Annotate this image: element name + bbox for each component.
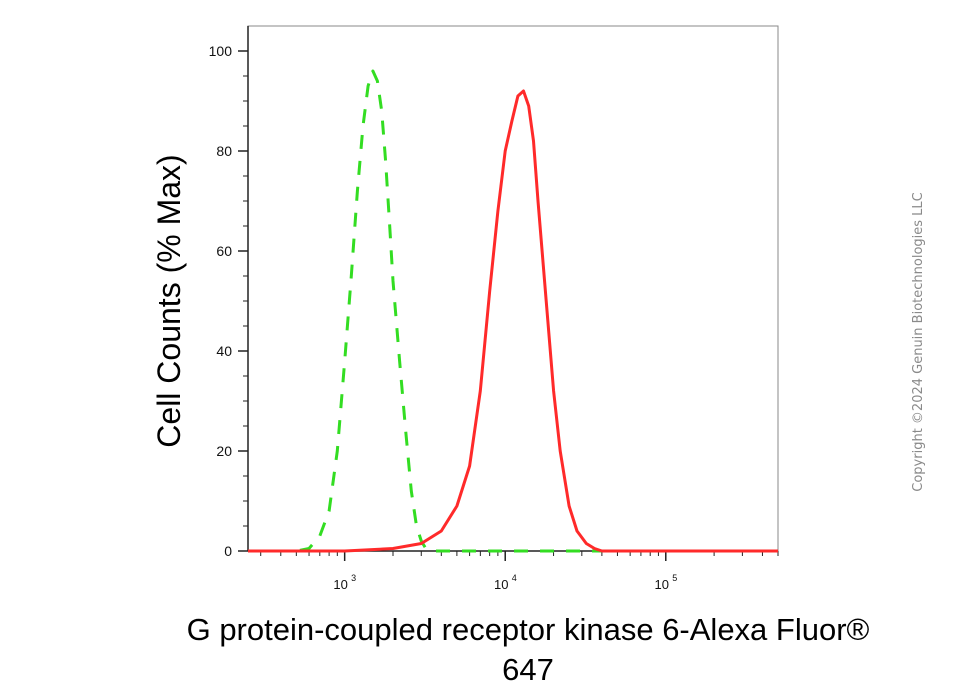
x-tick-exponent: 3 <box>351 573 356 583</box>
plot-border <box>247 25 779 552</box>
y-tick-label: 60 <box>216 243 232 259</box>
y-tick-label: 20 <box>216 443 232 459</box>
x-tick-label: 10 <box>655 577 669 592</box>
x-tick-exponent: 4 <box>512 573 517 583</box>
x-axis-label-line1: G protein-coupled receptor kinase 6-Alex… <box>187 612 870 647</box>
sample-histogram-line <box>248 89 778 553</box>
y-tick-label: 100 <box>209 43 233 59</box>
control-histogram-line <box>248 69 778 553</box>
y-tick-label: 0 <box>224 543 232 559</box>
plot-frame <box>247 25 779 552</box>
y-axis-ticks: 0 20 40 60 80 100 <box>209 43 248 559</box>
y-tick-label: 40 <box>216 343 232 359</box>
x-axis-label-line2: 647 <box>502 652 554 687</box>
x-tick-label: 10 <box>333 577 347 592</box>
y-tick-label: 80 <box>216 143 232 159</box>
x-axis-ticks: 10 3 10 4 10 5 <box>260 551 779 592</box>
series-layer <box>248 69 778 553</box>
copyright-watermark: Copyright ©2024 Genuin Biotechnologies L… <box>911 192 926 491</box>
x-tick-exponent: 5 <box>672 573 677 583</box>
y-axis-label: Cell Counts (% Max) <box>151 154 187 447</box>
x-tick-label: 10 <box>494 577 508 592</box>
